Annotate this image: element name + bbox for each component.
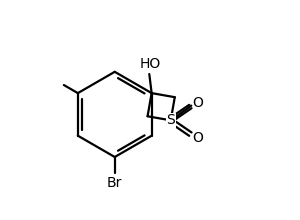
Text: HO: HO: [139, 57, 161, 71]
Text: Br: Br: [107, 176, 122, 190]
Text: O: O: [193, 96, 203, 110]
Text: O: O: [193, 131, 203, 145]
Text: S: S: [166, 113, 175, 127]
